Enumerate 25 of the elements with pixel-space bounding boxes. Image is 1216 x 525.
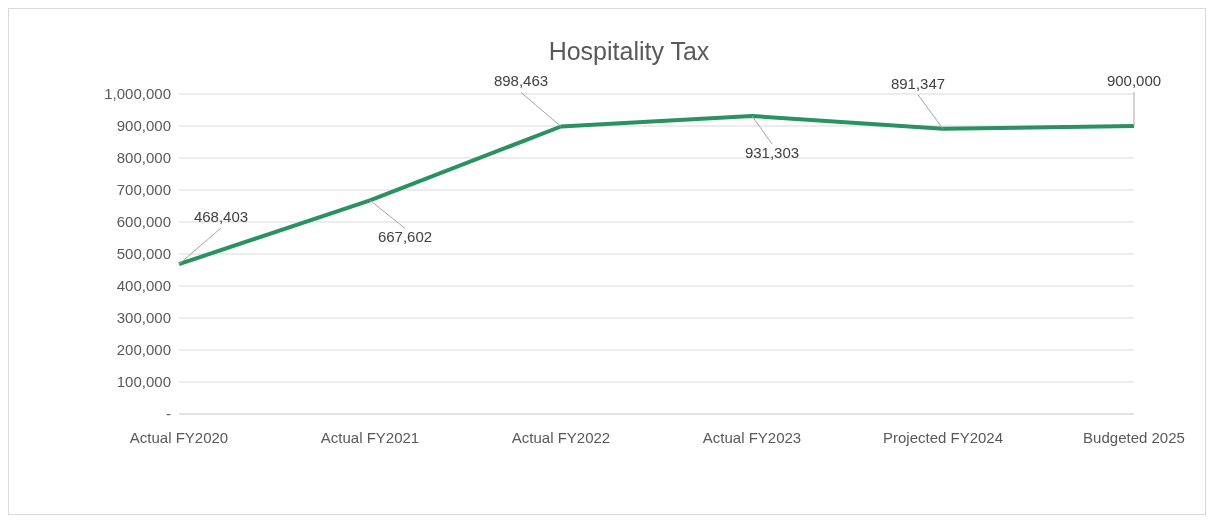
y-tick-label: 300,000 bbox=[116, 309, 171, 327]
data-label: 900,000 bbox=[1106, 72, 1162, 89]
y-tick-label: 100,000 bbox=[116, 373, 171, 391]
x-tick-label: Budgeted 2025 bbox=[1083, 428, 1185, 446]
data-label: 931,303 bbox=[744, 143, 800, 161]
data-label: 667,602 bbox=[377, 228, 433, 246]
y-tick-label: 500,000 bbox=[116, 245, 171, 263]
y-tick-label: 1,000,000 bbox=[104, 85, 171, 103]
line-series bbox=[177, 113, 1136, 267]
x-tick-label: Actual FY2023 bbox=[702, 428, 802, 446]
chart-title: Hospitality Tax bbox=[547, 37, 711, 66]
y-tick-label: 800,000 bbox=[116, 149, 171, 167]
data-label: 898,463 bbox=[493, 72, 549, 90]
y-tick-label: - bbox=[166, 405, 171, 423]
x-tick-label: Actual FY2020 bbox=[129, 428, 229, 446]
x-tick-label: Projected FY2024 bbox=[882, 428, 1004, 446]
y-tick-label: 600,000 bbox=[116, 213, 171, 231]
y-tick-label: 400,000 bbox=[116, 277, 171, 295]
data-label: 891,347 bbox=[890, 74, 946, 92]
x-tick-label: Actual FY2022 bbox=[511, 428, 611, 446]
y-tick-label: 700,000 bbox=[116, 181, 171, 199]
x-tick-label: Actual FY2021 bbox=[320, 428, 420, 446]
data-label: 468,403 bbox=[193, 208, 249, 226]
y-tick-label: 200,000 bbox=[116, 341, 171, 359]
y-tick-label: 900,000 bbox=[116, 117, 171, 135]
